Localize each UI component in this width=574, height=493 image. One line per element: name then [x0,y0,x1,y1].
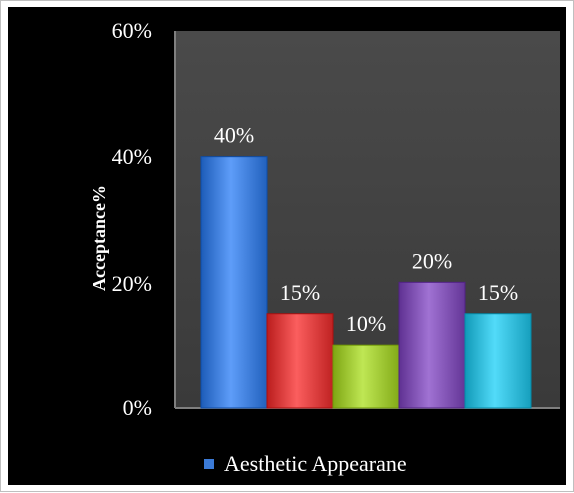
data-label: 15% [478,280,518,305]
y-tick-label: 0% [123,395,152,420]
bars-group [200,156,532,409]
bar [398,281,466,409]
bar [200,156,268,409]
data-label: 40% [214,123,254,148]
y-tick-label: 60% [112,18,152,43]
data-label: 15% [280,280,320,305]
y-tick-label: 20% [112,271,152,296]
bar [464,313,532,409]
data-labels-group: 40% 15% 10% 20% 15% [214,123,518,336]
y-axis-title: Acceptance% [89,185,109,291]
y-tick-label: 40% [112,144,152,169]
data-label: 20% [412,248,452,273]
y-tick-labels: 60% 40% 20% 0% [112,18,152,420]
bar [266,313,334,409]
legend-swatch [204,459,214,469]
bar [332,344,400,409]
legend: Aesthetic Appearane [204,451,407,476]
data-label: 10% [346,311,386,336]
legend-label: Aesthetic Appearane [224,451,407,476]
